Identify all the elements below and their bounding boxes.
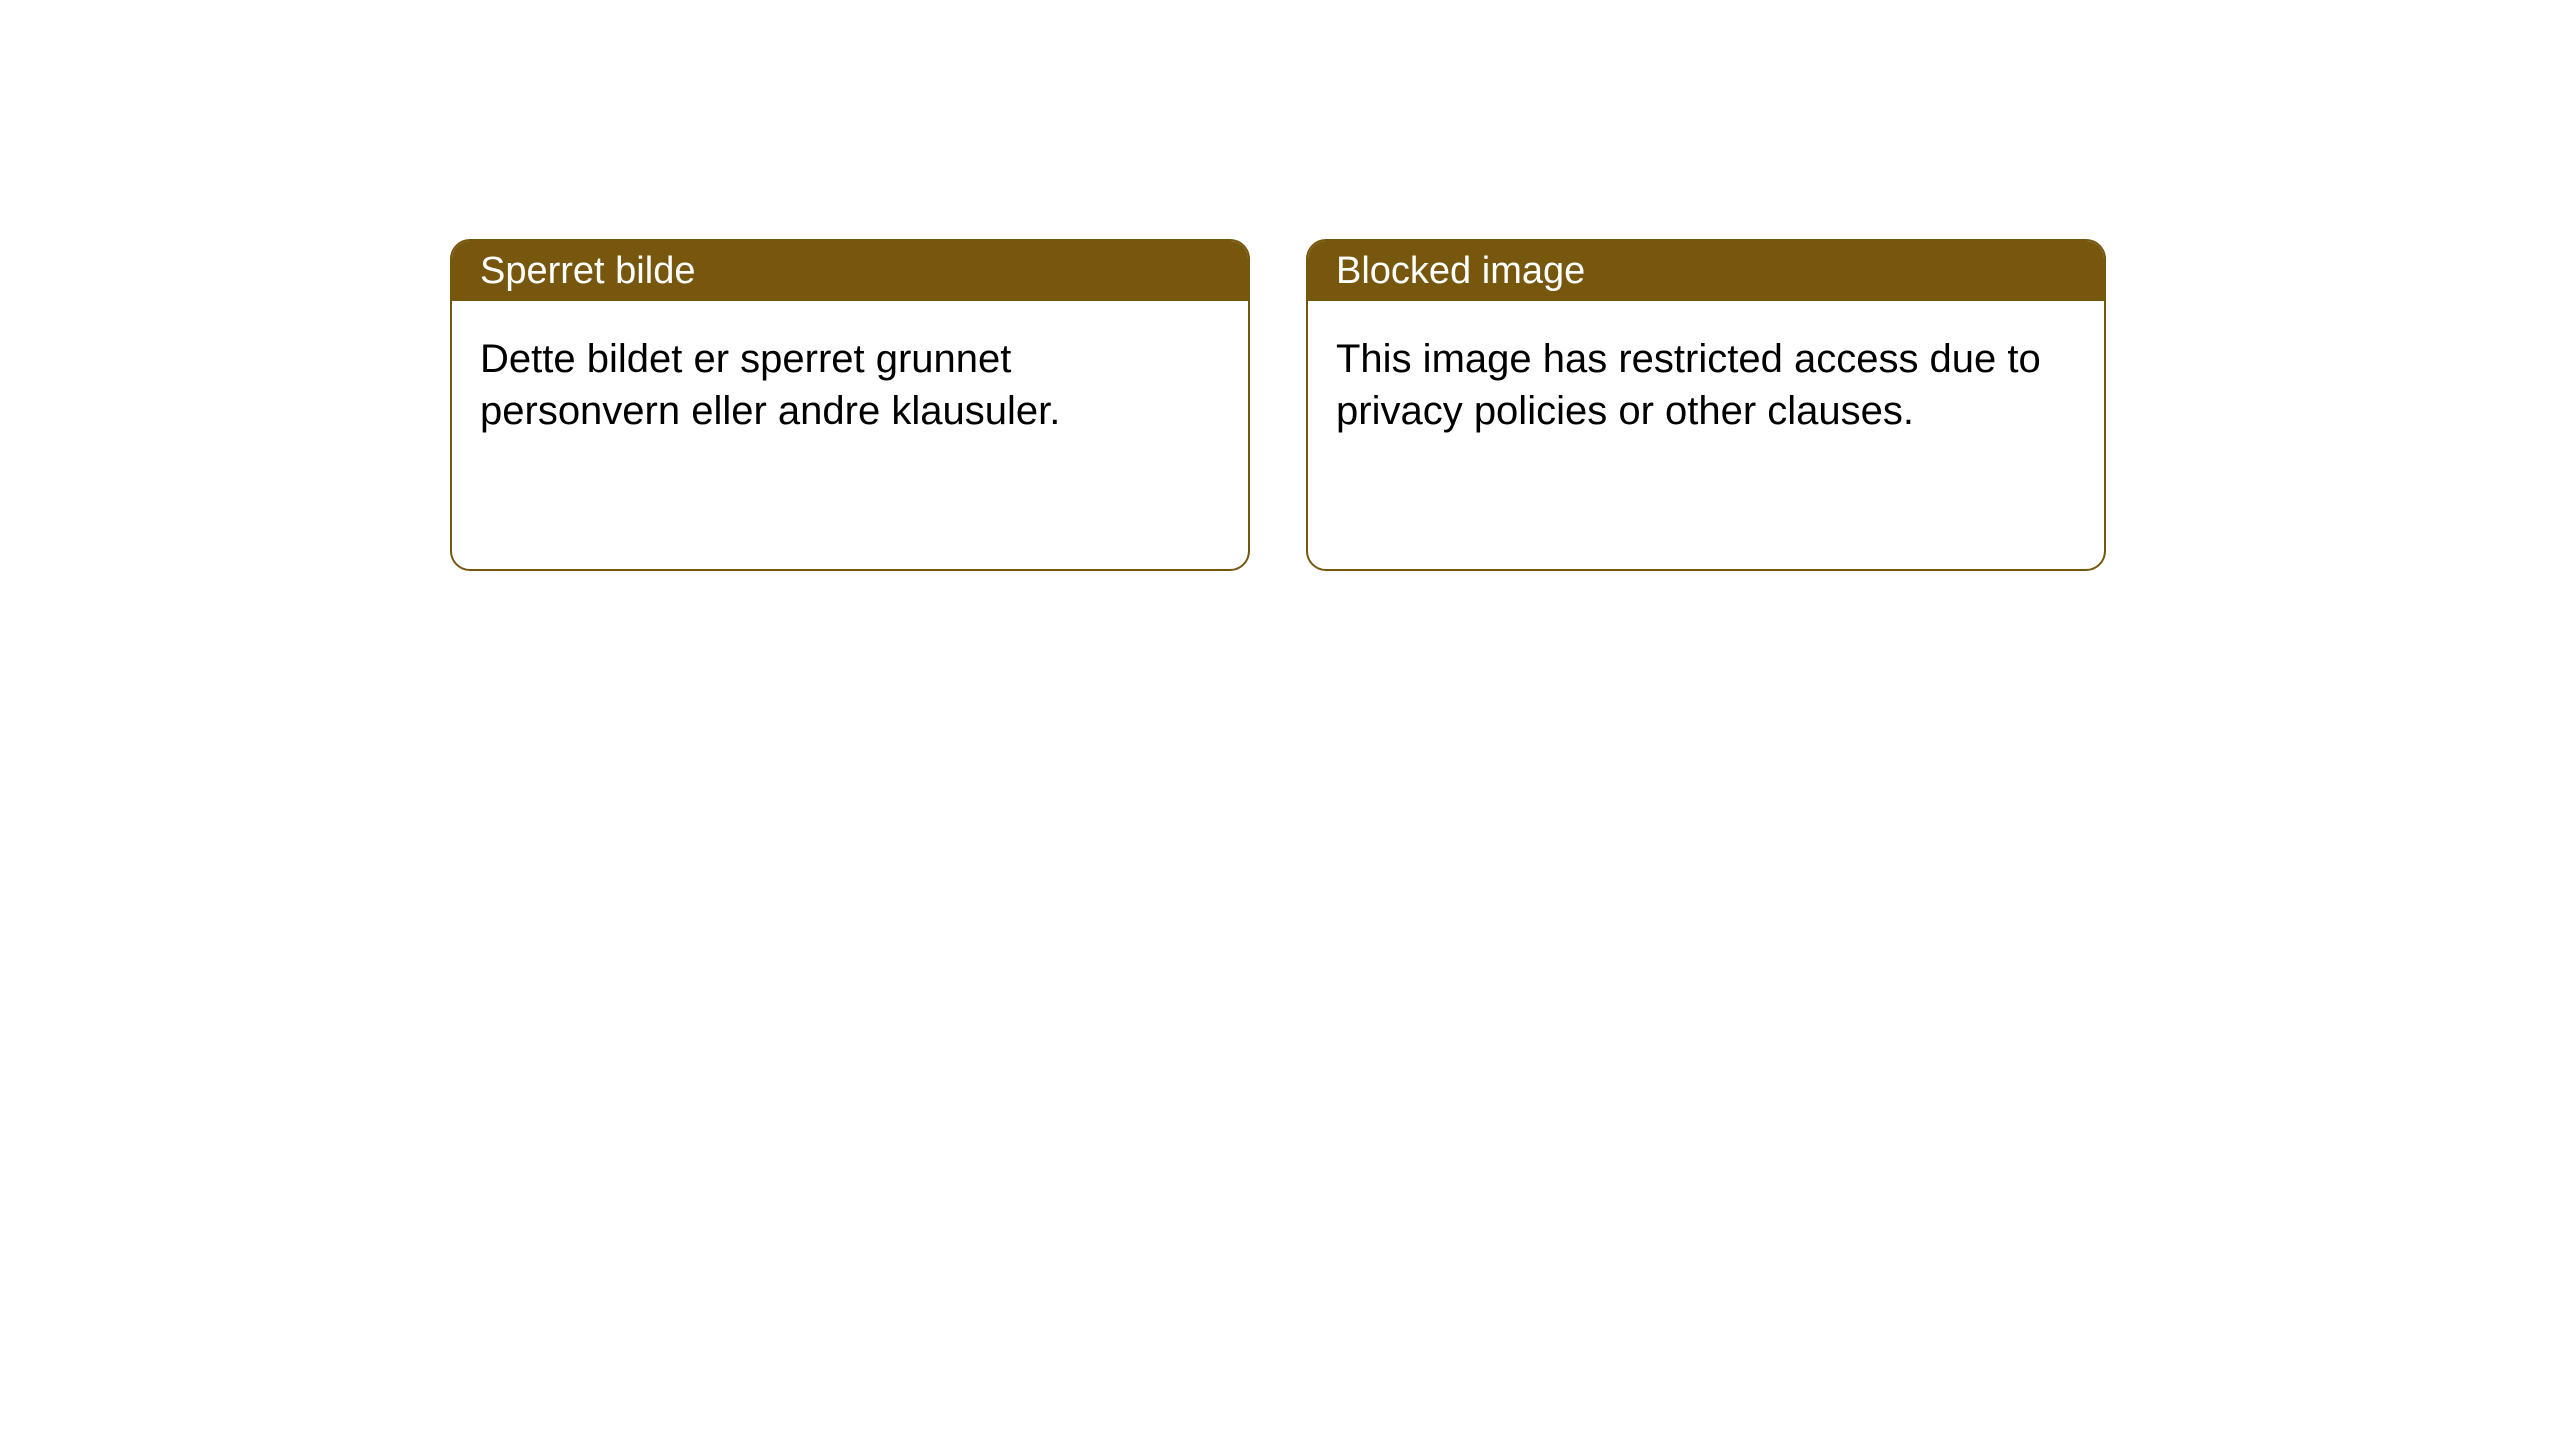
notice-header-norwegian: Sperret bilde: [452, 241, 1248, 301]
notice-body-english: This image has restricted access due to …: [1308, 301, 2104, 437]
notice-title-english: Blocked image: [1336, 250, 1585, 293]
notice-header-english: Blocked image: [1308, 241, 2104, 301]
notice-card-english: Blocked image This image has restricted …: [1306, 239, 2106, 571]
notice-text-norwegian: Dette bildet er sperret grunnet personve…: [480, 337, 1060, 433]
notice-card-norwegian: Sperret bilde Dette bildet er sperret gr…: [450, 239, 1250, 571]
notice-title-norwegian: Sperret bilde: [480, 250, 695, 293]
notice-body-norwegian: Dette bildet er sperret grunnet personve…: [452, 301, 1248, 437]
notice-text-english: This image has restricted access due to …: [1336, 337, 2041, 433]
notice-container: Sperret bilde Dette bildet er sperret gr…: [450, 239, 2106, 571]
